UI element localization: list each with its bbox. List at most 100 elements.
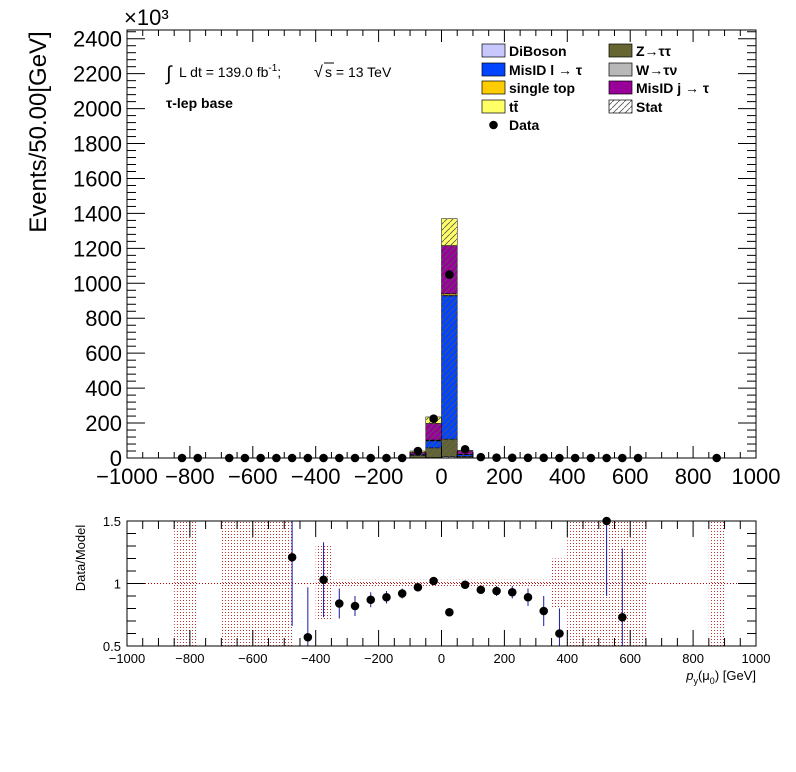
lumi-annotation: ∫ L dt = 139.0 fb-1; √ s = 13 TeV bbox=[165, 62, 392, 85]
x-label-unit: ) [GeV] bbox=[715, 668, 756, 683]
ratio-marker bbox=[397, 589, 407, 598]
ratio-marker bbox=[287, 552, 297, 562]
ratio-marker bbox=[334, 599, 344, 608]
x-label-sub: y bbox=[693, 676, 698, 686]
lumi-integral-sign: ∫ bbox=[165, 63, 173, 85]
ratio-y-tick-label: 1.5 bbox=[103, 514, 121, 529]
x-tick-label: −400 bbox=[291, 464, 341, 489]
y-tick-label: 2200 bbox=[73, 62, 122, 87]
lumi-separator: ; bbox=[277, 64, 281, 80]
x-tick-label: 0 bbox=[435, 464, 447, 489]
legend: DiBoson Z→ττ MisID l → τ W→τν single top MisI… bbox=[481, 43, 710, 133]
stat-hatch bbox=[441, 218, 458, 458]
ratio-panel: −1000 −800 −600 −400 −200 0 200 400 600 800 1000 0.… bbox=[73, 514, 770, 686]
y-tick-label: 0 bbox=[110, 446, 122, 471]
ratio-x-tick-label: −400 bbox=[301, 651, 330, 666]
y-tick-label: 1600 bbox=[73, 166, 122, 191]
data-marker bbox=[476, 452, 486, 462]
legend-label: Stat bbox=[636, 99, 663, 115]
x-tick-label: 800 bbox=[675, 464, 712, 489]
ratio-marker bbox=[445, 607, 454, 617]
ratio-marker bbox=[382, 592, 391, 602]
ratio-x-tick-label: 400 bbox=[556, 651, 578, 666]
data-marker bbox=[413, 446, 423, 456]
legend-label: single top bbox=[509, 80, 575, 96]
stacked-histogram bbox=[409, 218, 474, 459]
ratio-x-tick-label: 0 bbox=[438, 651, 445, 666]
x-tick-label: −1000 bbox=[96, 464, 158, 489]
legend-item: MisID l → τ bbox=[481, 62, 583, 78]
lumi-value: L dt = 139.0 fb bbox=[179, 64, 269, 80]
legend-item: single top bbox=[481, 80, 575, 96]
legend-swatch bbox=[608, 43, 633, 58]
y-scale-label: ×10³ bbox=[124, 5, 169, 30]
y-tick-label: 2000 bbox=[73, 97, 122, 122]
data-marker bbox=[445, 270, 454, 279]
x-label-sub2: 0 bbox=[710, 676, 715, 686]
lumi-exponent: -1 bbox=[268, 63, 277, 74]
y-tick-label: 1400 bbox=[73, 201, 122, 226]
data-marker bbox=[429, 414, 438, 423]
x-tick-label: 600 bbox=[612, 464, 649, 489]
ratio-x-tick-label: 1000 bbox=[742, 651, 771, 666]
ratio-marker bbox=[618, 612, 627, 622]
sqrt-sign: √ bbox=[314, 64, 323, 81]
x-tick-label: −600 bbox=[228, 464, 278, 489]
y-tick-label: 400 bbox=[85, 376, 122, 401]
y-tick-label: 1200 bbox=[73, 236, 122, 261]
ratio-x-tick-label: −600 bbox=[238, 651, 267, 666]
legend-swatch bbox=[608, 80, 633, 95]
x-tick-label: 400 bbox=[549, 464, 586, 489]
ratio-marker bbox=[539, 606, 549, 616]
y-axis-label: Events/50.00[GeV] bbox=[25, 31, 52, 232]
ratio-stat-band bbox=[174, 521, 198, 646]
legend-marker bbox=[489, 120, 498, 130]
legend-item: MisID j → τ bbox=[608, 80, 710, 96]
ratio-x-tick-label: −200 bbox=[364, 651, 393, 666]
ratio-y-tick-label: 0.5 bbox=[103, 639, 121, 654]
y-tick-label: 1000 bbox=[73, 271, 122, 296]
x-tick-label: −800 bbox=[165, 464, 215, 489]
ratio-x-tick-label: 600 bbox=[619, 651, 641, 666]
legend-item: Stat bbox=[608, 99, 663, 115]
lumi-text: L dt = 139.0 fb-1; bbox=[179, 63, 281, 80]
legend-item: Data bbox=[489, 117, 540, 133]
legend-label: W→τν bbox=[636, 62, 677, 78]
ratio-marker bbox=[492, 586, 501, 596]
y-tick-label: 600 bbox=[85, 341, 122, 366]
ratio-marker bbox=[460, 580, 470, 590]
legend-item: W→τν bbox=[608, 62, 677, 78]
ratio-stat-band bbox=[708, 521, 725, 646]
x-label-main: p bbox=[685, 668, 693, 683]
legend-label: tt̄ bbox=[509, 99, 519, 115]
stat-hatch bbox=[457, 450, 473, 458]
ratio-y-tick-label: 1 bbox=[114, 577, 121, 592]
legend-label: Data bbox=[509, 117, 540, 133]
x-tick-label: 200 bbox=[486, 464, 523, 489]
y-tick-label: 1800 bbox=[73, 132, 122, 157]
ratio-x-tick-label: 800 bbox=[682, 651, 704, 666]
main-panel: −1000 −800 −600 −400 −200 0 200 400 600 800 1000 0 2… bbox=[25, 5, 780, 489]
ratio-marker bbox=[319, 575, 328, 585]
y-tick-label: 800 bbox=[85, 306, 122, 331]
ratio-stat-band bbox=[331, 579, 552, 588]
ratio-marker bbox=[366, 595, 376, 605]
y-tick-label: 200 bbox=[85, 411, 122, 436]
x-tick-label: 1000 bbox=[732, 464, 781, 489]
data-marker bbox=[460, 444, 470, 454]
legend-swatch bbox=[481, 99, 506, 114]
energy-text: s = 13 TeV bbox=[325, 64, 392, 80]
ratio-marker bbox=[476, 585, 486, 595]
legend-label: MisID j → τ bbox=[636, 80, 710, 96]
x-tick-label: −200 bbox=[354, 464, 404, 489]
ratio-marker bbox=[413, 582, 423, 592]
ratio-marker bbox=[523, 592, 533, 602]
legend-swatch bbox=[481, 43, 506, 58]
legend-item: DiBoson bbox=[481, 43, 567, 59]
legend-label: DiBoson bbox=[509, 43, 567, 59]
ratio-x-axis-label: py(μ0) [GeV] bbox=[685, 668, 756, 686]
ratio-marker bbox=[429, 576, 438, 586]
legend-label: MisID l → τ bbox=[509, 62, 583, 78]
legend-label: Z→ττ bbox=[636, 43, 672, 59]
legend-swatch bbox=[608, 62, 633, 77]
